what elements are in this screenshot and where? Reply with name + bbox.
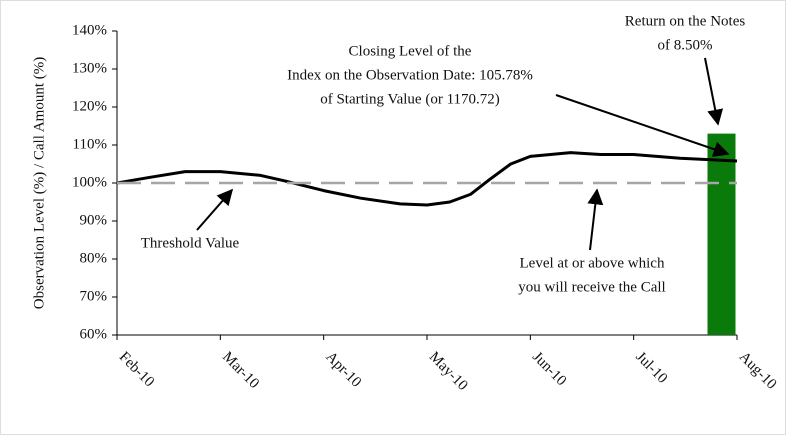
y-tick-label: 80% xyxy=(80,250,108,266)
annotation-arrow xyxy=(587,188,604,251)
y-tick-label: 110% xyxy=(73,136,107,152)
annotation: you will receive the Call xyxy=(518,279,665,295)
annotation: Threshold Value xyxy=(141,235,240,251)
bar xyxy=(707,133,736,335)
y-tick-label: 70% xyxy=(80,288,108,304)
index-line xyxy=(116,151,738,207)
annotation: of 8.50% xyxy=(658,37,713,53)
y-tick-label: 90% xyxy=(80,212,108,228)
y-tick-label: 130% xyxy=(72,60,107,76)
annotation-arrow xyxy=(704,57,724,126)
annotation: of Starting Value (or 1170.72) xyxy=(320,91,500,107)
annotation: Return on the Notes xyxy=(625,13,746,29)
y-tick-label: 60% xyxy=(80,326,108,342)
y-tick-label: 140% xyxy=(72,22,107,38)
annotation-arrow xyxy=(196,188,234,231)
annotation: Level at or above which xyxy=(520,255,665,271)
annotation-arrow xyxy=(555,94,730,157)
y-tick-label: 100% xyxy=(72,174,107,190)
y-tick-label: 120% xyxy=(72,98,107,114)
annotation: Closing Level of the xyxy=(349,43,472,59)
annotation: Index on the Observation Date: 105.78% xyxy=(287,67,533,83)
y-axis-label: Observation Level (%) / Call Amount (%) xyxy=(31,57,47,309)
